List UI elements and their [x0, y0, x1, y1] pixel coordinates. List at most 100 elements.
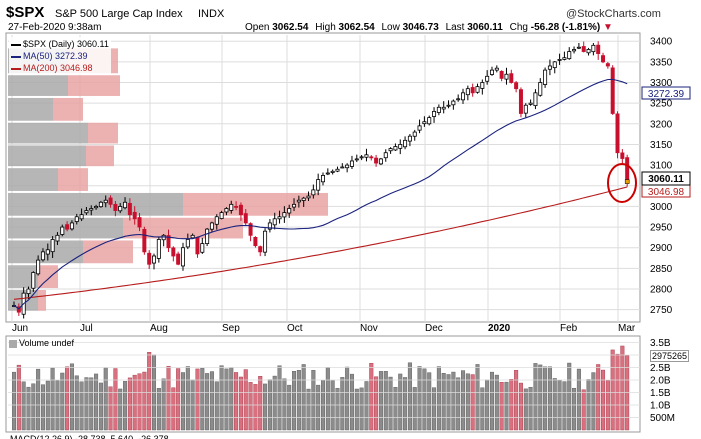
volume-bar	[287, 384, 292, 431]
volume-bar	[407, 362, 412, 431]
volume-bar	[209, 371, 214, 431]
last-price-tag	[641, 171, 691, 186]
candle-body	[354, 158, 359, 161]
ma200-tag-label: 3046.98	[648, 187, 685, 198]
volume-bar	[311, 370, 316, 431]
x-tick-label: Jun	[12, 323, 28, 334]
candle-body	[219, 212, 224, 219]
y-tick-label: 3250	[650, 99, 673, 110]
candle-body	[161, 234, 166, 241]
volume-bar	[369, 363, 374, 431]
volume-bar	[123, 381, 128, 431]
candle-body	[60, 226, 65, 235]
volume-bar	[65, 366, 70, 431]
candle-body	[205, 228, 210, 245]
candle-body	[615, 113, 620, 154]
candle-body	[50, 239, 55, 253]
candle-body	[427, 117, 432, 125]
x-tick-label: Dec	[425, 323, 443, 334]
candle-body	[277, 216, 282, 220]
candle-body	[31, 272, 36, 289]
candle-body	[480, 82, 485, 89]
candle-body	[552, 61, 557, 69]
volume-bar	[398, 373, 403, 431]
volume-bar	[422, 368, 427, 431]
volume-by-price	[8, 48, 328, 311]
candle-body	[267, 222, 272, 230]
candle-body	[142, 229, 147, 253]
volume-bar	[277, 365, 282, 431]
candle-body	[287, 208, 292, 214]
volume-bar	[533, 363, 538, 431]
volume-bar	[142, 371, 147, 431]
y-tick-label: 2750	[650, 305, 673, 316]
candle-body	[485, 75, 490, 82]
volume-bar	[40, 384, 45, 431]
candle-body	[562, 57, 567, 60]
volume-bar	[224, 368, 229, 431]
candle-body	[538, 82, 543, 96]
candle-body	[504, 73, 509, 80]
volume-bar	[480, 387, 485, 431]
candle-body	[263, 230, 268, 253]
candle-body	[605, 63, 610, 67]
x-tick-label: Oct	[287, 323, 303, 334]
volume-bar	[180, 372, 185, 431]
profile-bar-gray	[8, 265, 38, 289]
candle-body	[311, 189, 316, 196]
volume-tick-label: 2.5B	[650, 363, 671, 374]
profile-bar-red	[53, 97, 83, 121]
volume-bar	[543, 366, 548, 431]
volume-bar	[127, 377, 132, 431]
volume-bar	[514, 369, 519, 431]
candle-body	[499, 70, 504, 79]
profile-bar-red	[86, 145, 114, 167]
volume-bar	[552, 378, 557, 431]
volume-bar	[451, 371, 456, 431]
volume-bar	[432, 387, 437, 431]
volume-panel-frame	[5, 335, 641, 433]
candle-body	[441, 106, 446, 110]
profile-bar-red	[38, 290, 46, 311]
date-label: 27-Feb-2020 9:38am	[8, 22, 102, 33]
candle-body	[369, 156, 374, 159]
candle-body	[152, 255, 157, 264]
y-tick-label: 2800	[650, 285, 673, 296]
candle-body	[301, 197, 306, 201]
candle-body	[625, 157, 630, 183]
candle-body	[123, 201, 128, 209]
volume-tick-label: 1.0B	[650, 401, 671, 412]
x-tick-label: Sep	[222, 323, 240, 334]
exchange-label: INDX	[198, 8, 225, 20]
last-price-tag-label: 3060.11	[648, 174, 684, 185]
candle-body	[456, 98, 461, 101]
volume-bar	[441, 373, 446, 431]
high-label: High	[315, 22, 336, 33]
volume-bar	[118, 388, 123, 431]
low-label: Low	[381, 22, 400, 33]
volume-bar	[45, 380, 50, 431]
volume-bar	[234, 372, 239, 431]
candle-body	[292, 203, 297, 208]
volume-bar	[547, 366, 552, 431]
volume-tick-label: 2.0B	[650, 376, 671, 387]
volume-swatch	[9, 339, 17, 348]
volume-bar	[615, 353, 620, 431]
candle-body	[340, 166, 345, 169]
profile-bar-red	[38, 265, 58, 289]
volume-bar	[601, 369, 606, 431]
volume-bar	[292, 371, 297, 431]
profile-bar-gray	[8, 168, 58, 191]
candle-body	[494, 67, 499, 71]
volume-bar	[147, 352, 152, 431]
candle-body	[55, 234, 60, 242]
candle-body	[89, 208, 94, 211]
y-tick-label: 3200	[650, 119, 673, 130]
candle-body	[248, 223, 253, 236]
volume-bar	[470, 374, 475, 431]
candle-body	[451, 100, 456, 106]
volume-bar	[345, 366, 350, 431]
candle-body	[378, 158, 383, 165]
